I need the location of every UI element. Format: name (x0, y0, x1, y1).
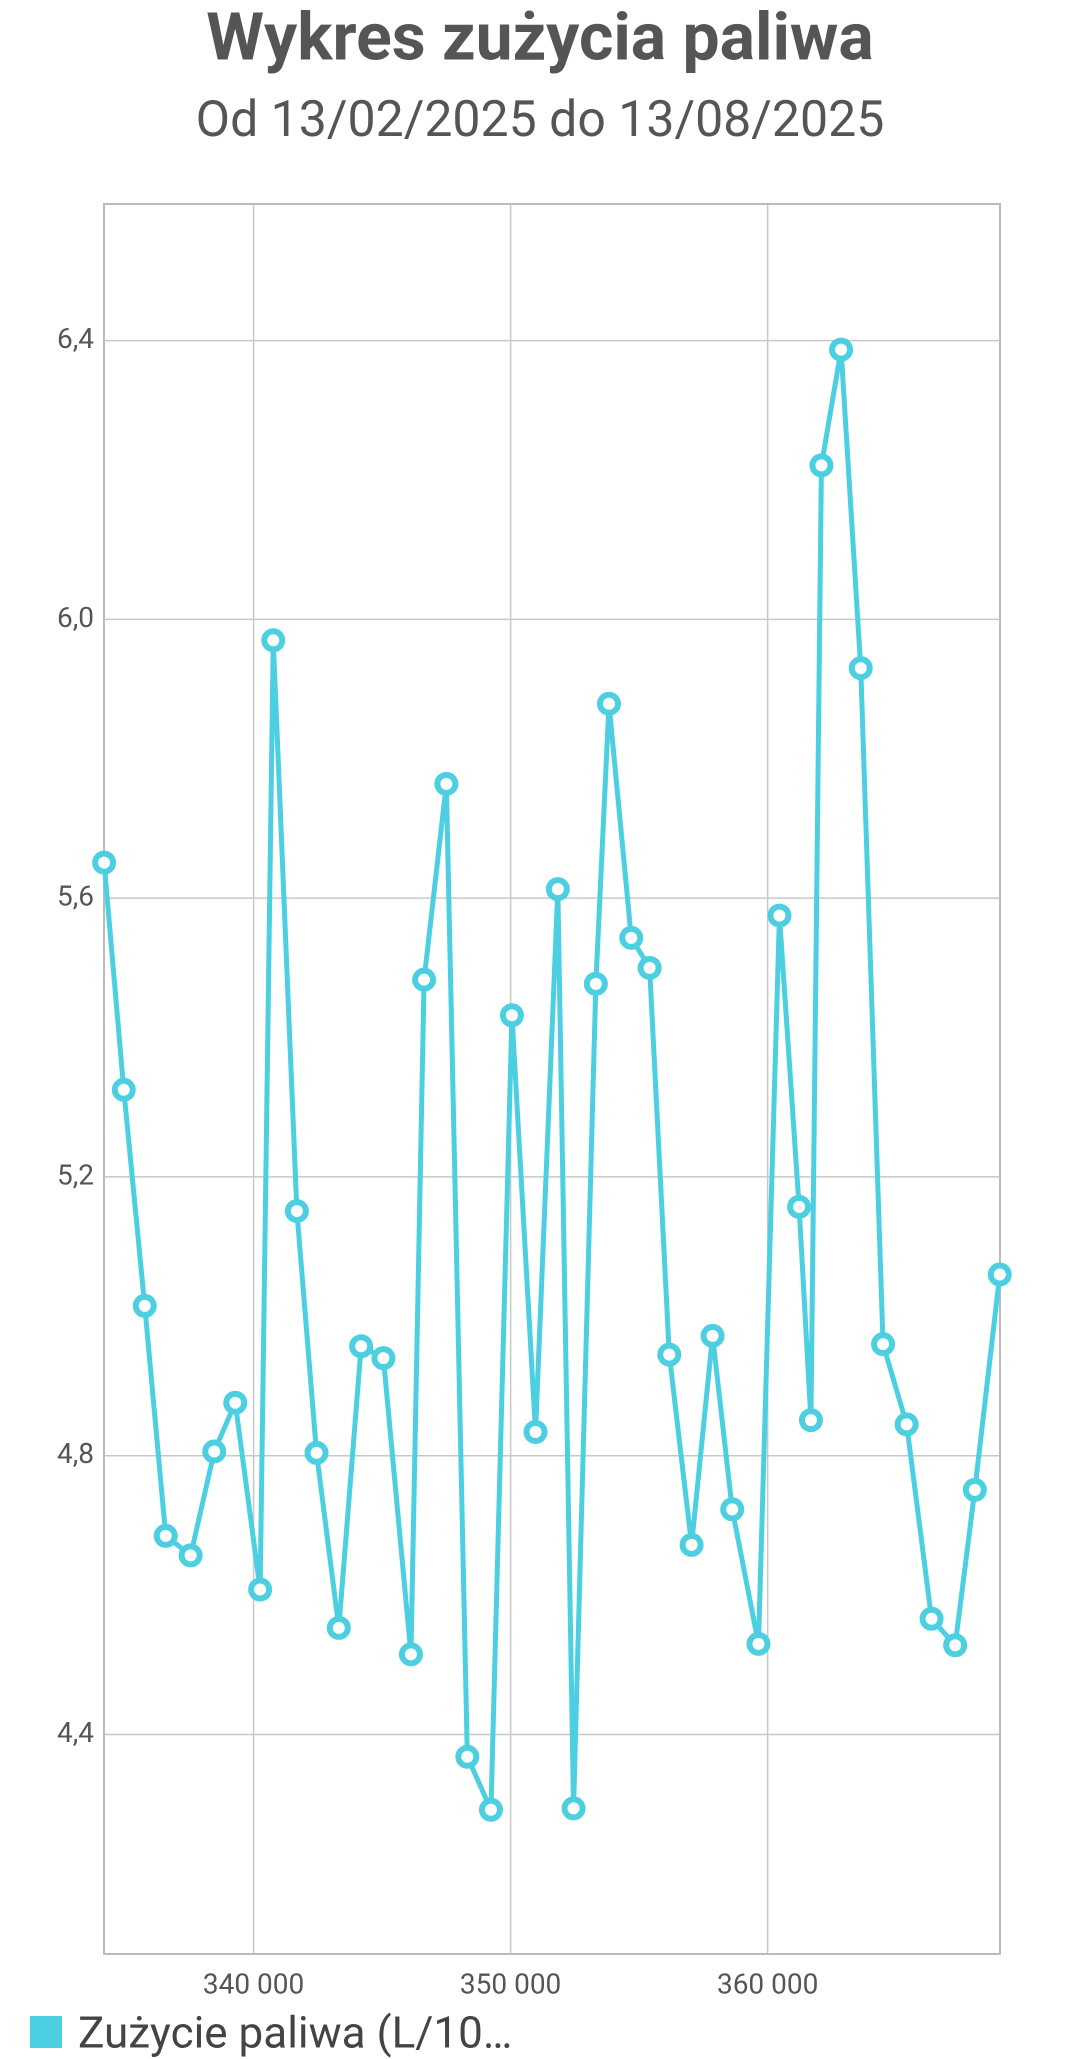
data-point (349, 1334, 374, 1359)
data-point (767, 903, 792, 928)
data-point (700, 1323, 725, 1348)
y-tick-label: 4,8 (57, 1437, 94, 1470)
data-point (412, 967, 437, 992)
data-point (679, 1532, 704, 1557)
data-point (223, 1390, 248, 1415)
data-point (894, 1412, 919, 1437)
data-point (398, 1642, 423, 1667)
data-point (261, 628, 286, 653)
data-point (92, 850, 117, 875)
legend-label: Zużycie paliwa (L/10… (78, 2007, 512, 2059)
data-point (962, 1477, 987, 1502)
y-tick-label: 5,2 (57, 1158, 94, 1191)
data-point (787, 1194, 812, 1219)
data-point (326, 1615, 351, 1640)
data-point (434, 771, 459, 796)
data-point (499, 1003, 524, 1028)
x-tick-label: 350 000 (460, 1967, 561, 2000)
y-tick-label: 6,4 (57, 322, 94, 355)
data-point (798, 1408, 823, 1433)
data-point (829, 337, 854, 362)
data-point (561, 1796, 586, 1821)
data-line (101, 347, 1003, 1813)
plot-frame (103, 203, 1001, 1955)
data-point (178, 1543, 203, 1568)
data-point (111, 1077, 136, 1102)
data-point (720, 1497, 745, 1522)
data-point (657, 1342, 682, 1367)
data-point (455, 1744, 480, 1769)
data-point (583, 971, 608, 996)
data-point (304, 1440, 329, 1465)
legend-swatch (30, 2016, 62, 2048)
x-tick-label: 360 000 (717, 1967, 818, 2000)
data-point (619, 925, 644, 950)
data-point (478, 1797, 503, 1822)
data-point (132, 1293, 157, 1318)
x-tick-label: 340 000 (203, 1967, 304, 2000)
data-point (919, 1606, 944, 1631)
data-point (871, 1332, 896, 1357)
data-point (746, 1631, 771, 1656)
data-point (637, 955, 662, 980)
chart-subtitle: Od 13/02/2025 do 13/08/2025 (196, 91, 885, 149)
data-point (284, 1199, 309, 1224)
data-point (848, 656, 873, 681)
data-point (596, 691, 621, 716)
data-point (248, 1577, 273, 1602)
data-point (153, 1523, 178, 1548)
data-point (523, 1419, 548, 1444)
data-point (202, 1439, 227, 1464)
data-point (545, 877, 570, 902)
y-tick-label: 5,6 (57, 880, 94, 913)
data-point (987, 1262, 1012, 1287)
y-tick-label: 6,0 (57, 601, 94, 634)
data-point (943, 1633, 968, 1658)
chart-title: Wykres zużycia paliwa (206, 0, 873, 76)
data-point (809, 453, 834, 478)
data-point (371, 1346, 396, 1371)
y-tick-label: 4,4 (57, 1716, 94, 1749)
